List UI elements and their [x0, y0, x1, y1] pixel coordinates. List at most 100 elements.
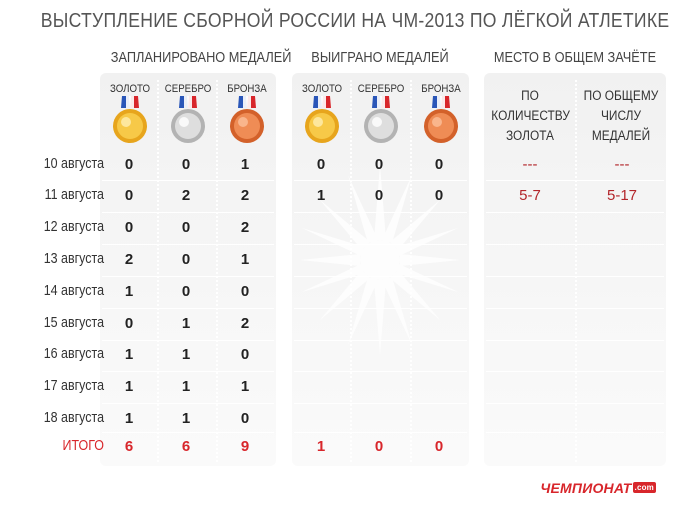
page-title: ВЫСТУПЛЕНИЕ СБОРНОЙ РОССИИ НА ЧМ-2013 ПО… — [40, 10, 670, 32]
bronze-medal-icon — [229, 96, 265, 149]
row-date: 15 августа — [43, 315, 104, 331]
row-divider — [102, 432, 274, 433]
row-divider — [102, 371, 274, 372]
column-separator — [216, 80, 218, 462]
planned-count: 0 — [181, 156, 191, 173]
row-date: 14 августа — [43, 283, 104, 299]
place-header-by-gold: ПО КОЛИЧЕСТВУ ЗОЛОТА — [491, 88, 570, 143]
row-divider — [486, 276, 664, 277]
row-date: 12 августа — [43, 219, 104, 235]
planned-count: 2 — [181, 187, 191, 204]
row-divider — [102, 340, 274, 341]
row-divider — [486, 340, 664, 341]
won-count: 1 — [316, 187, 326, 204]
row-divider — [102, 276, 274, 277]
row-divider — [294, 403, 467, 404]
row-divider — [294, 180, 467, 181]
planned-count: 2 — [240, 187, 250, 204]
medal-label-bronze: БРОНЗА — [227, 83, 267, 95]
planned-count: 0 — [240, 346, 250, 363]
starburst-watermark-icon — [300, 165, 460, 355]
planned-count: 1 — [181, 346, 191, 363]
planned-count: 1 — [240, 251, 250, 268]
planned-count: 0 — [240, 283, 250, 300]
medal-label-gold: ЗОЛОТО — [109, 83, 151, 95]
planned-count: 2 — [124, 251, 134, 268]
row-divider — [486, 180, 664, 181]
row-divider — [102, 308, 274, 309]
row-divider — [102, 212, 274, 213]
planned-count: 1 — [181, 410, 191, 427]
won-count: 0 — [316, 156, 326, 173]
column-separator — [157, 80, 159, 462]
row-date: 11 августа — [44, 187, 104, 203]
medal-label-silver: СЕРЕБРО — [357, 83, 405, 95]
row-divider — [486, 244, 664, 245]
column-separator — [575, 80, 577, 462]
medal-label-bronze: БРОНЗА — [421, 83, 461, 95]
silver-medal-icon — [363, 96, 399, 149]
medal-label-silver: СЕРЕБРО — [164, 83, 212, 95]
row-divider — [486, 212, 664, 213]
planned-count: 1 — [181, 378, 191, 395]
place-header-by-total: ПО ОБЩЕМУ ЧИСЛУ МЕДАЛЕЙ — [583, 88, 659, 143]
planned-count: 0 — [124, 315, 134, 332]
total-planned: 6 — [124, 438, 134, 455]
row-divider — [486, 371, 664, 372]
group-header-won: ВЫИГРАНО МЕДАЛЕЙ — [311, 50, 449, 66]
total-won: 1 — [316, 438, 326, 455]
total-label: ИТОГО — [62, 438, 104, 454]
place-value: 5-17 — [606, 187, 638, 204]
planned-count: 1 — [124, 283, 134, 300]
group-header-place: МЕСТО В ОБЩЕМ ЗАЧЁТЕ — [493, 50, 657, 66]
row-divider — [102, 244, 274, 245]
row-date: 13 августа — [43, 251, 104, 267]
row-divider — [294, 276, 467, 277]
group-header-planned: ЗАПЛАНИРОВАНО МЕДАЛЕЙ — [110, 50, 292, 66]
row-divider — [294, 212, 467, 213]
row-divider — [294, 432, 467, 433]
planned-count: 0 — [124, 219, 134, 236]
row-date: 16 августа — [43, 346, 104, 362]
planned-count: 1 — [124, 378, 134, 395]
place-value: 5-7 — [519, 187, 541, 204]
row-divider — [294, 340, 467, 341]
row-divider — [102, 180, 274, 181]
planned-count: 0 — [181, 251, 191, 268]
place-value: --- — [522, 156, 538, 173]
total-planned: 9 — [240, 438, 250, 455]
planned-count: 0 — [124, 156, 134, 173]
row-date: 10 августа — [43, 156, 104, 172]
won-count: 0 — [374, 187, 384, 204]
row-divider — [294, 244, 467, 245]
bronze-medal-icon — [423, 96, 459, 149]
place-value: --- — [614, 156, 630, 173]
championat-logo: ЧЕМПИОНАТ .com — [540, 480, 656, 496]
row-divider — [486, 403, 664, 404]
medal-label-gold: ЗОЛОТО — [301, 83, 343, 95]
total-won: 0 — [374, 438, 384, 455]
won-count: 0 — [434, 187, 444, 204]
row-divider — [486, 432, 664, 433]
planned-count: 2 — [240, 315, 250, 332]
row-date: 17 августа — [43, 378, 104, 394]
planned-count: 1 — [124, 346, 134, 363]
row-divider — [294, 371, 467, 372]
row-divider — [294, 308, 467, 309]
column-separator — [410, 80, 412, 462]
gold-medal-icon — [304, 96, 340, 149]
total-won: 0 — [434, 438, 444, 455]
planned-count: 1 — [181, 315, 191, 332]
planned-count: 1 — [124, 410, 134, 427]
planned-count: 0 — [181, 219, 191, 236]
total-planned: 6 — [181, 438, 191, 455]
planned-count: 0 — [181, 283, 191, 300]
silver-medal-icon — [170, 96, 206, 149]
row-divider — [102, 403, 274, 404]
planned-count: 0 — [124, 187, 134, 204]
planned-count: 1 — [240, 378, 250, 395]
column-separator — [350, 80, 352, 462]
won-count: 0 — [374, 156, 384, 173]
row-divider — [486, 308, 664, 309]
row-date: 18 августа — [43, 410, 104, 426]
